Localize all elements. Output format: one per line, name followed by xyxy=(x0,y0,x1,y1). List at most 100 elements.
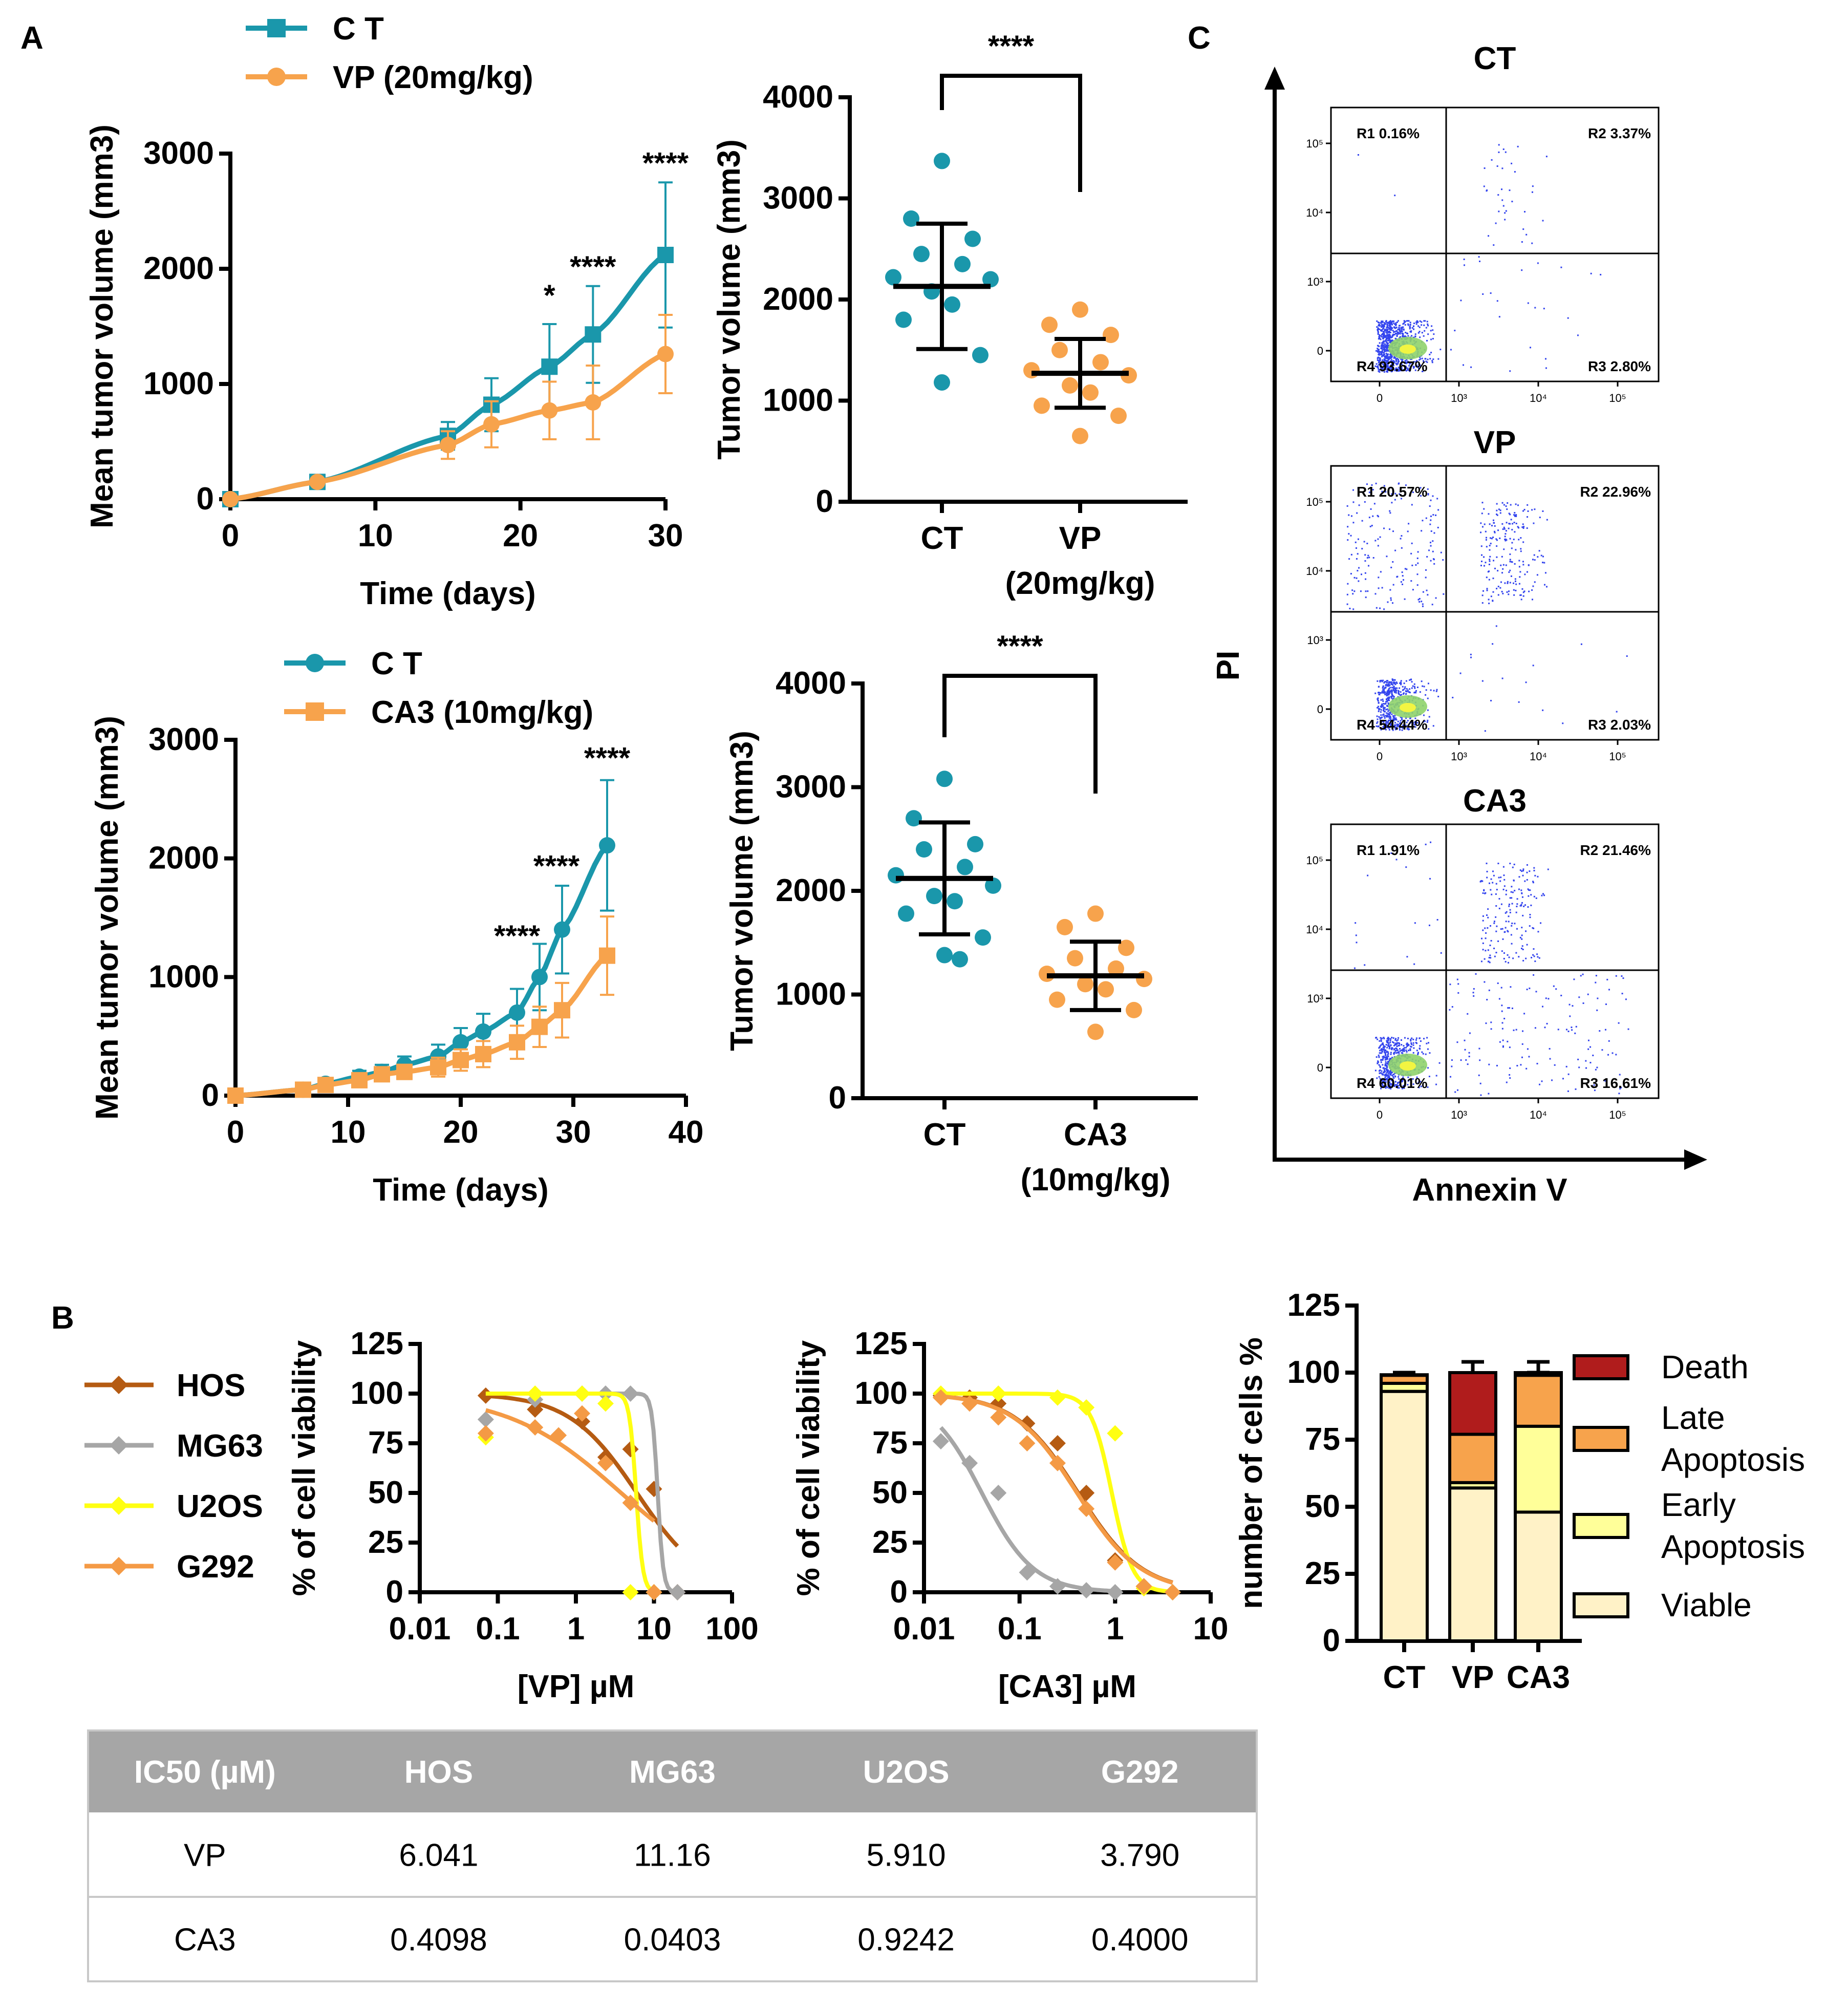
y-tick-label: 0 xyxy=(197,481,214,517)
flow-event xyxy=(1379,335,1381,337)
flow-event xyxy=(1348,514,1350,516)
flow-event xyxy=(1604,1029,1606,1031)
flow-event xyxy=(1387,1069,1389,1071)
flow-event xyxy=(1381,352,1383,354)
flow-event xyxy=(1378,576,1380,579)
flow-event xyxy=(1396,357,1398,359)
flow-event xyxy=(1411,564,1413,566)
flow-event xyxy=(1449,1076,1451,1078)
flow-event xyxy=(1513,539,1515,541)
flow-event xyxy=(1437,509,1439,511)
flow-event xyxy=(1383,720,1385,722)
flow-event xyxy=(1515,1029,1517,1031)
flow-event xyxy=(1392,364,1394,366)
flow-event xyxy=(1418,363,1420,365)
flow-event xyxy=(1386,329,1388,331)
flow-event xyxy=(1496,588,1498,590)
table-header-cell: U2OS xyxy=(863,1755,950,1790)
flow-event xyxy=(1384,368,1386,370)
flow-event xyxy=(1486,862,1488,864)
flow-event xyxy=(1366,557,1368,559)
x-tick-label: 10 xyxy=(1193,1611,1229,1647)
flow-event xyxy=(1390,364,1392,366)
flow-event xyxy=(1400,370,1402,372)
flow-event xyxy=(1383,690,1385,692)
flow-event xyxy=(1397,362,1399,365)
flow-event xyxy=(1401,330,1403,332)
flow-event xyxy=(1430,352,1432,354)
flow-x-tick-label: 10⁴ xyxy=(1530,750,1547,763)
flow-event xyxy=(1355,547,1357,549)
flow-event xyxy=(1569,1015,1571,1017)
bar-segment xyxy=(1514,1371,1563,1377)
density-peak xyxy=(1400,345,1416,354)
flow-event xyxy=(1371,525,1373,527)
flow-event xyxy=(1390,371,1392,373)
flow-event xyxy=(1425,843,1427,845)
data-point xyxy=(1078,1582,1095,1599)
data-point xyxy=(972,347,989,364)
flow-event xyxy=(1394,1039,1396,1041)
flow-event xyxy=(1378,324,1380,326)
flow-event xyxy=(1378,1064,1380,1066)
flow-event xyxy=(1398,1052,1400,1054)
flow-event xyxy=(1422,603,1424,605)
flow-event xyxy=(1391,336,1393,338)
flow-event xyxy=(1388,368,1390,370)
flow-event xyxy=(1433,333,1435,335)
flow-event xyxy=(1391,687,1393,689)
legend-swatch xyxy=(1573,1513,1629,1539)
flow-event xyxy=(1383,1071,1385,1073)
flow-event xyxy=(1387,367,1389,369)
table-header-cell: HOS xyxy=(404,1755,473,1790)
flow-event xyxy=(1521,241,1523,243)
flow-event xyxy=(1527,510,1529,512)
flow-event xyxy=(1435,690,1437,692)
flow-event xyxy=(1402,335,1404,337)
x-tick-label: VP xyxy=(1452,1660,1494,1695)
flow-event xyxy=(1391,602,1393,604)
flow-event xyxy=(1390,353,1392,355)
flow-event xyxy=(1473,995,1475,997)
flow-event xyxy=(1515,514,1517,516)
flow-event xyxy=(1360,573,1362,575)
flow-event xyxy=(1482,942,1484,944)
flow-event xyxy=(1619,1087,1621,1089)
flow-event xyxy=(1532,881,1534,883)
flow-event xyxy=(1387,1063,1389,1065)
flow-event xyxy=(1432,329,1434,331)
y-tick-label: 0 xyxy=(1323,1623,1340,1658)
flow-event xyxy=(1415,361,1417,363)
flow-event xyxy=(1384,687,1386,689)
flow-event xyxy=(1390,1087,1392,1089)
flow-event xyxy=(1386,691,1388,693)
flow-event xyxy=(1518,539,1520,541)
flow-event xyxy=(1410,717,1412,719)
flow-event xyxy=(1431,604,1433,606)
flow-event xyxy=(1381,1082,1383,1084)
legend-label: G292 xyxy=(177,1549,254,1585)
flow-event xyxy=(1511,1007,1513,1009)
flow-event xyxy=(1386,1068,1388,1071)
flow-event xyxy=(1509,559,1511,561)
flow-event xyxy=(1548,998,1550,1000)
flow-event xyxy=(1383,1085,1385,1087)
flow-event xyxy=(1395,728,1398,730)
data-point xyxy=(985,877,1001,894)
flow-event xyxy=(1496,889,1498,891)
flow-event xyxy=(1382,698,1384,700)
flow-event xyxy=(1478,256,1480,258)
flow-event xyxy=(1496,165,1498,167)
flow-event xyxy=(1379,342,1381,344)
flow-event xyxy=(1507,581,1509,583)
flow-event xyxy=(1411,327,1413,329)
flow-event xyxy=(1519,594,1521,596)
data-point xyxy=(906,810,922,827)
flow-event xyxy=(1381,325,1383,327)
legend-swatch xyxy=(1573,1354,1629,1380)
flow-event xyxy=(1384,728,1386,730)
flow-event xyxy=(1542,510,1544,512)
flow-event xyxy=(1382,369,1384,371)
flow-event xyxy=(1419,364,1421,366)
flow-event xyxy=(1394,323,1396,325)
